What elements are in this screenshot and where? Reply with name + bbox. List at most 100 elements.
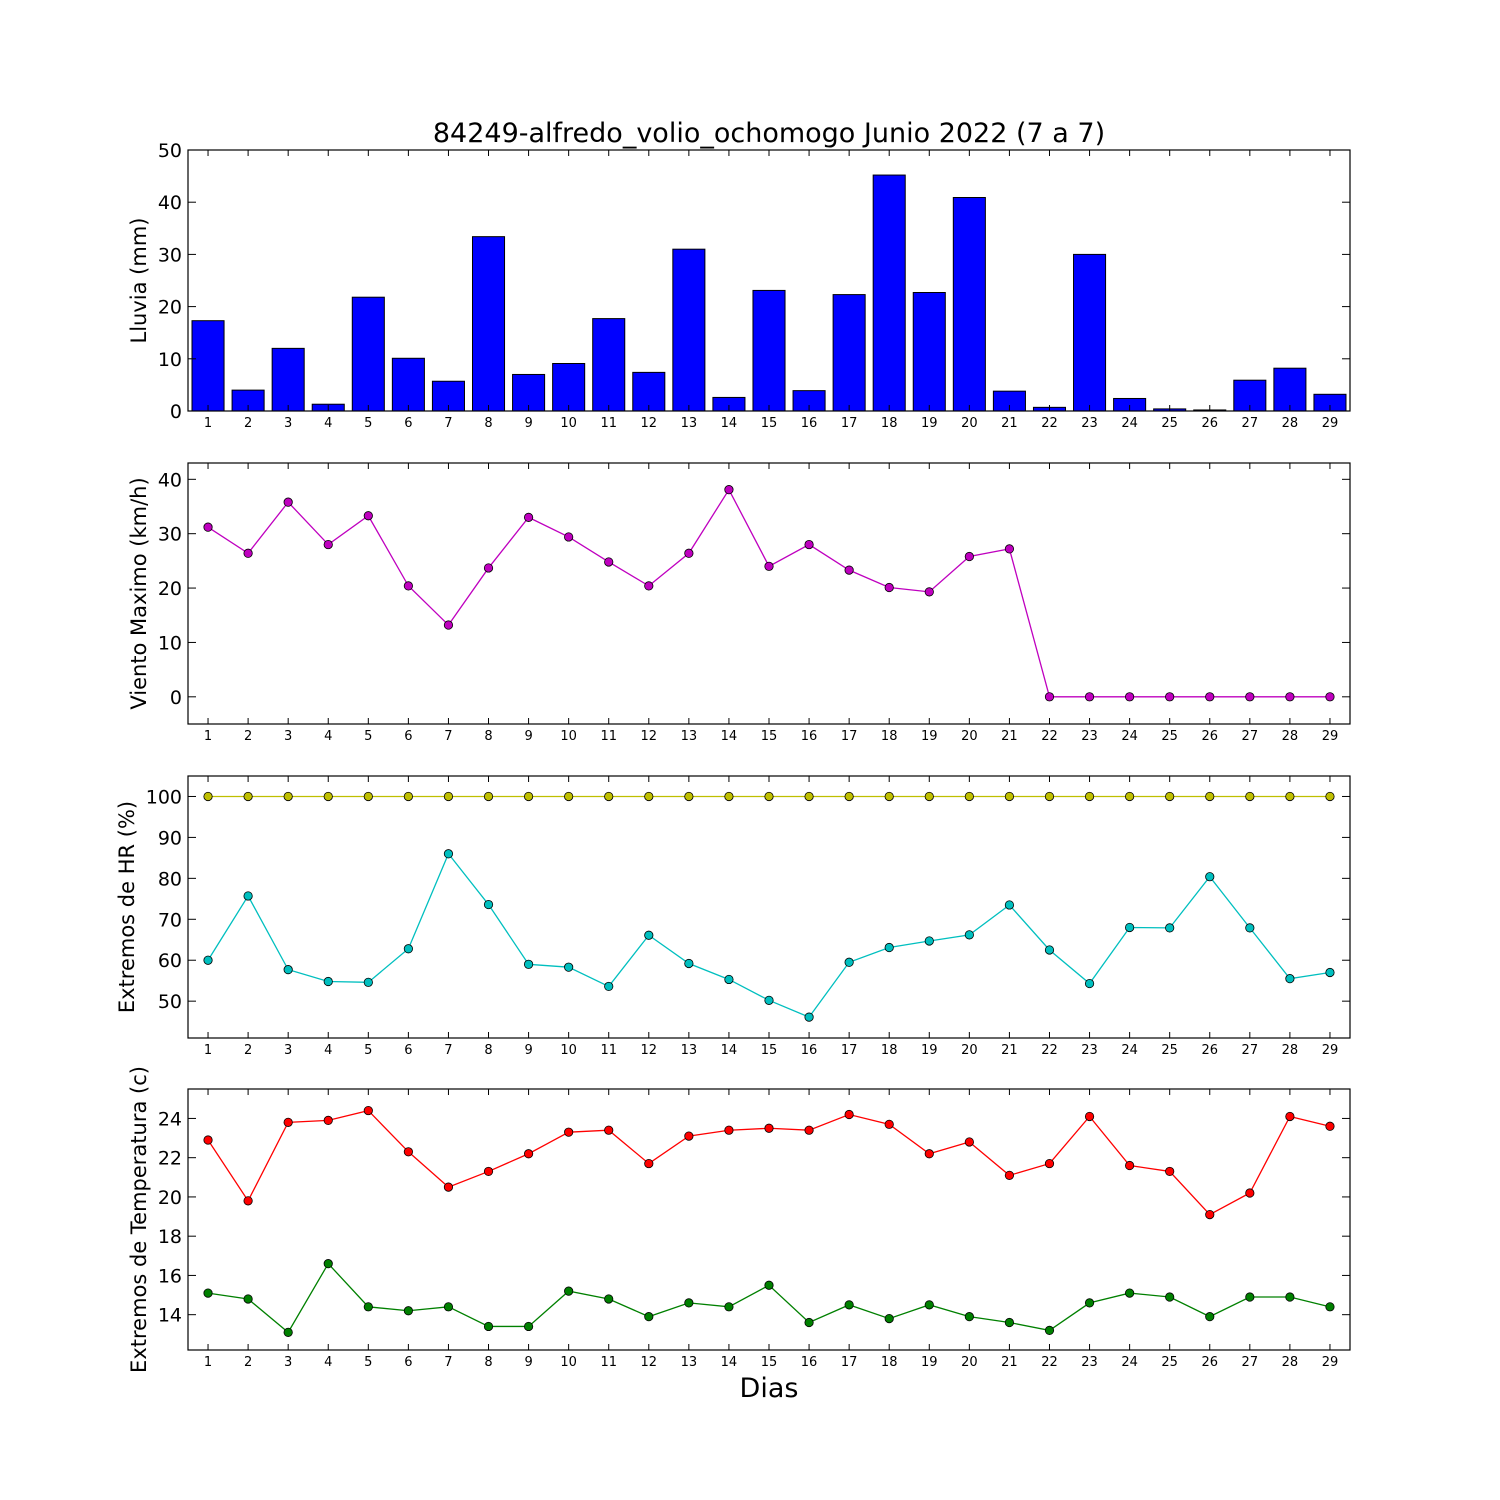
- x-tick-label: 22: [1041, 416, 1058, 431]
- chart-title: 84249-alfredo_volio_ochomogo Junio 2022 …: [433, 118, 1105, 149]
- x-tick-label: 12: [641, 1355, 658, 1370]
- data-point: [403, 1306, 413, 1316]
- data-point: [243, 548, 253, 558]
- data-point: [1165, 692, 1175, 702]
- data-point: [1004, 791, 1015, 802]
- data-point: [1044, 1158, 1055, 1169]
- y-tick-label: 40: [158, 192, 182, 214]
- data-point: [1165, 923, 1175, 933]
- panel-1: 1 2 3 4 5 6 7 8 9 10 11 12 13 14 15 16 17 18 19 20 21 22 23 24 2…: [127, 140, 1351, 431]
- data-point: [1044, 791, 1055, 802]
- x-tick-label: 13: [681, 416, 698, 431]
- x-tick-label: 17: [841, 729, 858, 744]
- y-axis-label: Viento Maximo (km/h): [127, 477, 151, 709]
- x-tick-label: 24: [1121, 1043, 1138, 1058]
- x-tick-label: 23: [1081, 1355, 1098, 1370]
- y-tick-label: 30: [158, 244, 182, 266]
- data-point: [964, 1137, 974, 1147]
- data-point: [884, 582, 894, 593]
- y-tick-label: 10: [158, 349, 182, 371]
- x-tick-label: 26: [1201, 1043, 1218, 1058]
- y-tick-label: 40: [158, 469, 182, 491]
- data-point: [363, 791, 373, 802]
- x-tick-label: 7: [444, 729, 452, 744]
- data-point: [1165, 1292, 1175, 1302]
- data-point: [1165, 791, 1175, 802]
- x-tick-label: 5: [364, 1355, 372, 1370]
- data-point: [1285, 1111, 1295, 1122]
- x-tick-label: 16: [801, 729, 818, 744]
- x-tick-label: 14: [721, 1043, 738, 1058]
- data-point: [1205, 791, 1215, 802]
- data-point: [964, 930, 974, 940]
- data-point: [483, 563, 494, 573]
- x-tick-label: 16: [801, 416, 818, 431]
- bar: [912, 292, 946, 412]
- x-tick-label: 16: [801, 1043, 818, 1058]
- data-point: [1084, 1111, 1095, 1122]
- x-tick-label: 11: [600, 416, 617, 431]
- data-point: [684, 548, 694, 558]
- x-tick-label: 6: [404, 1043, 412, 1058]
- panel-2: 1 2 3 4 5 6 7 8 9 10 11 12 13 14 15 16 17 18 19 20 21 22 23 24 2…: [127, 462, 1351, 744]
- x-tick-label: 29: [1322, 1043, 1339, 1058]
- x-tick-label: 25: [1161, 1355, 1178, 1370]
- data-point: [443, 1182, 454, 1192]
- data-point: [604, 1125, 614, 1135]
- data-point: [1285, 692, 1295, 702]
- x-tick-label: 2: [244, 1355, 252, 1370]
- y-tick-label: 20: [158, 578, 182, 600]
- x-tick-label: 10: [560, 1355, 577, 1370]
- data-point: [644, 791, 654, 802]
- x-tick-label: 28: [1282, 1355, 1299, 1370]
- data-point: [1165, 1166, 1175, 1177]
- data-point: [964, 1312, 974, 1322]
- data-point: [1205, 692, 1215, 702]
- y-axis-label: Extremos de Temperatura (c): [127, 1066, 151, 1373]
- x-tick-label: 26: [1201, 729, 1218, 744]
- bar: [752, 289, 786, 412]
- data-point: [1125, 1288, 1135, 1298]
- bar: [1273, 367, 1307, 412]
- x-tick-label: 21: [1001, 1355, 1018, 1370]
- data-point: [644, 930, 654, 940]
- x-tick-label: 8: [484, 1355, 492, 1370]
- data-point: [1125, 1160, 1135, 1171]
- x-tick-label: 22: [1041, 1043, 1058, 1058]
- x-tick-label: 4: [324, 1355, 332, 1370]
- data-point: [764, 791, 774, 802]
- data-point: [1285, 974, 1295, 984]
- data-point: [523, 791, 534, 802]
- y-tick-label: 20: [158, 1187, 182, 1209]
- x-tick-label: 1: [204, 416, 212, 431]
- data-point: [924, 1300, 934, 1310]
- y-tick-label: 0: [170, 687, 182, 709]
- x-tick-label: 21: [1001, 1043, 1018, 1058]
- bar: [672, 248, 706, 412]
- data-point: [243, 891, 253, 901]
- y-tick-label: 100: [146, 786, 182, 808]
- series-line-2: [207, 852, 1331, 1018]
- panel-4: 1 2 3 4 5 6 7 8 9 10 11 12 13 14 15 16 17 18 19 20 21 22 23 24 2…: [127, 1066, 1351, 1373]
- bar: [351, 296, 385, 412]
- x-tick-label: 17: [841, 1043, 858, 1058]
- x-tick-label: 25: [1161, 1043, 1178, 1058]
- data-point: [243, 791, 253, 802]
- data-point: [1004, 900, 1015, 910]
- data-point: [924, 791, 934, 802]
- data-point: [884, 1119, 894, 1129]
- x-tick-label: 26: [1201, 416, 1218, 431]
- data-point: [684, 1298, 694, 1308]
- x-tick-label: 11: [600, 1355, 617, 1370]
- data-point: [1245, 923, 1255, 933]
- y-tick-label: 50: [158, 140, 182, 162]
- x-tick-label: 11: [600, 729, 617, 744]
- x-tick-label: 23: [1081, 729, 1098, 744]
- data-point: [724, 974, 734, 985]
- x-tick-label: 9: [524, 416, 532, 431]
- data-point: [764, 995, 774, 1005]
- x-tick-label: 15: [761, 1355, 778, 1370]
- x-tick-label: 6: [404, 729, 412, 744]
- x-tick-label: 15: [761, 416, 778, 431]
- x-tick-label: 20: [961, 729, 978, 744]
